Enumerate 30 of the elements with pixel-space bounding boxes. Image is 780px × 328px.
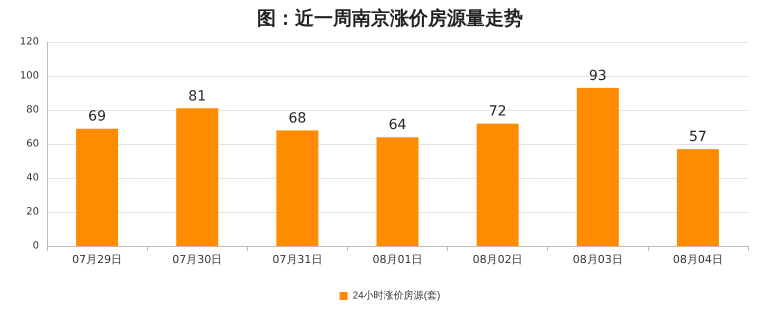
data-label: 69 <box>88 108 106 125</box>
y-tick-label: 0 <box>32 240 39 252</box>
bar <box>276 130 318 246</box>
y-tick-label: 80 <box>26 104 39 116</box>
data-label: 93 <box>588 68 607 84</box>
y-tick-label: 60 <box>26 138 39 150</box>
data-label: 57 <box>689 129 707 146</box>
x-tick-label: 08月03日 <box>572 253 623 266</box>
x-tick-label: 07月29日 <box>72 253 122 266</box>
y-tick-label: 120 <box>20 36 39 48</box>
y-tick-label: 20 <box>26 206 39 218</box>
data-label: 68 <box>288 110 306 126</box>
bar <box>76 128 118 246</box>
y-tick-label: 40 <box>26 172 39 184</box>
bar <box>376 137 418 246</box>
x-tick-label: 07月31日 <box>272 253 322 266</box>
x-tick-label: 07月30日 <box>172 253 222 266</box>
bar <box>676 149 719 246</box>
data-label: 72 <box>488 104 507 120</box>
data-label: 64 <box>388 117 406 134</box>
chart-title: 图：近一周南京涨价房源量走势 <box>257 8 523 30</box>
bar <box>176 108 218 246</box>
x-tick-label: 08月02日 <box>472 253 523 266</box>
data-label: 81 <box>188 88 206 104</box>
legend-label: 24小时涨价房源(套) <box>352 290 440 302</box>
bar <box>576 88 619 246</box>
y-tick-label: 100 <box>20 70 39 82</box>
x-tick-label: 08月04日 <box>672 253 723 266</box>
x-tick-label: 08月01日 <box>372 253 422 266</box>
bar <box>476 124 519 246</box>
